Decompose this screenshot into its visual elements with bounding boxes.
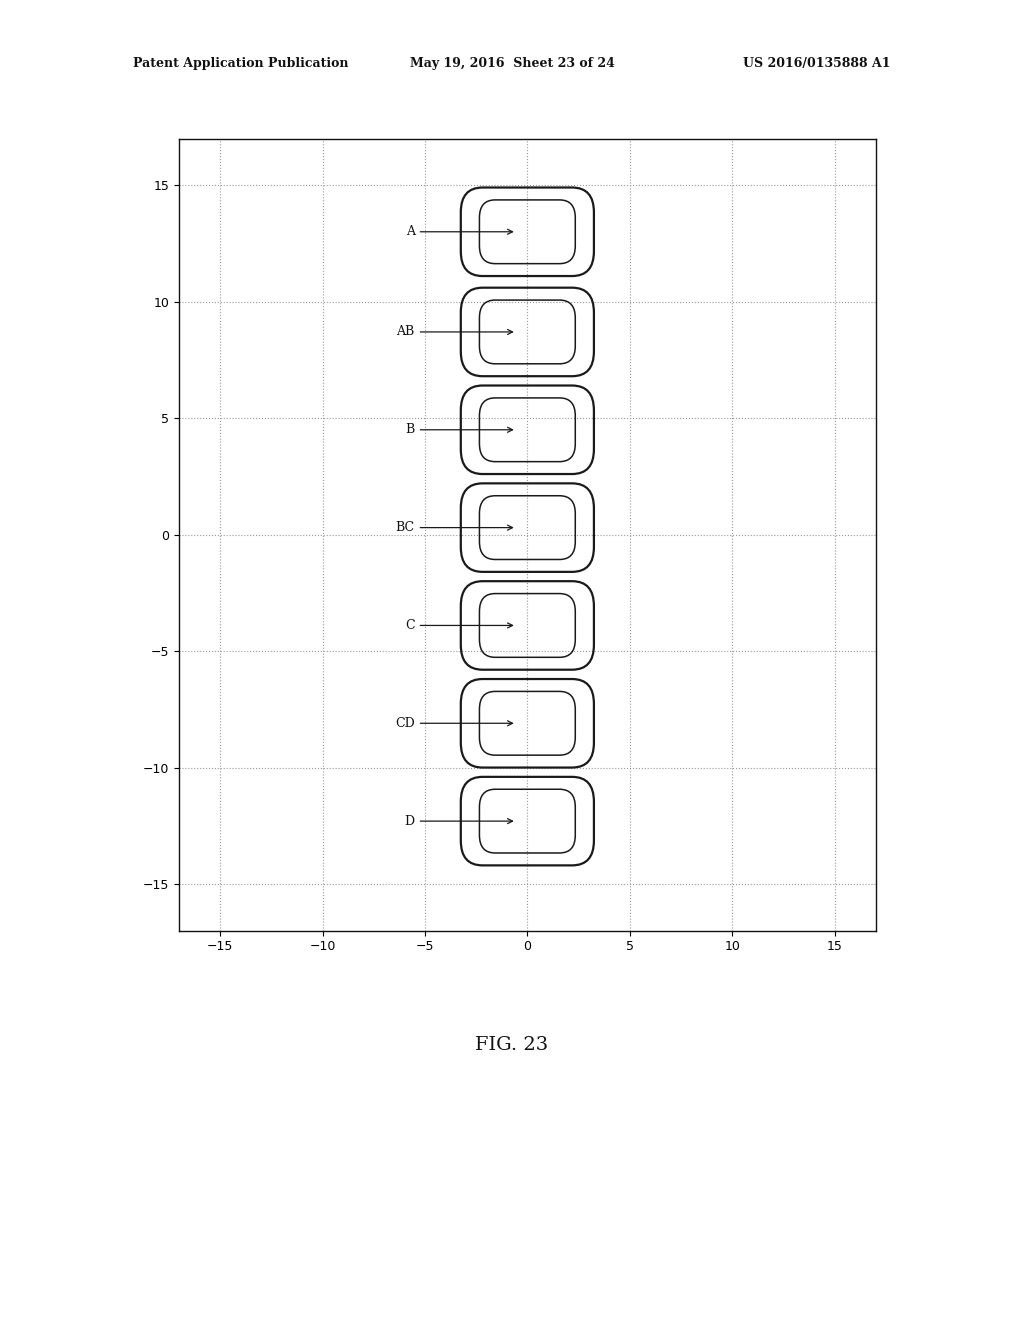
Text: CD: CD [395,717,513,730]
Text: A: A [406,226,513,239]
Text: B: B [406,424,513,437]
Text: AB: AB [396,326,513,338]
Text: Patent Application Publication: Patent Application Publication [133,57,348,70]
Text: C: C [406,619,513,632]
Text: US 2016/0135888 A1: US 2016/0135888 A1 [743,57,891,70]
Text: BC: BC [395,521,513,535]
Text: May 19, 2016  Sheet 23 of 24: May 19, 2016 Sheet 23 of 24 [410,57,614,70]
Text: D: D [404,814,513,828]
Text: FIG. 23: FIG. 23 [475,1036,549,1055]
